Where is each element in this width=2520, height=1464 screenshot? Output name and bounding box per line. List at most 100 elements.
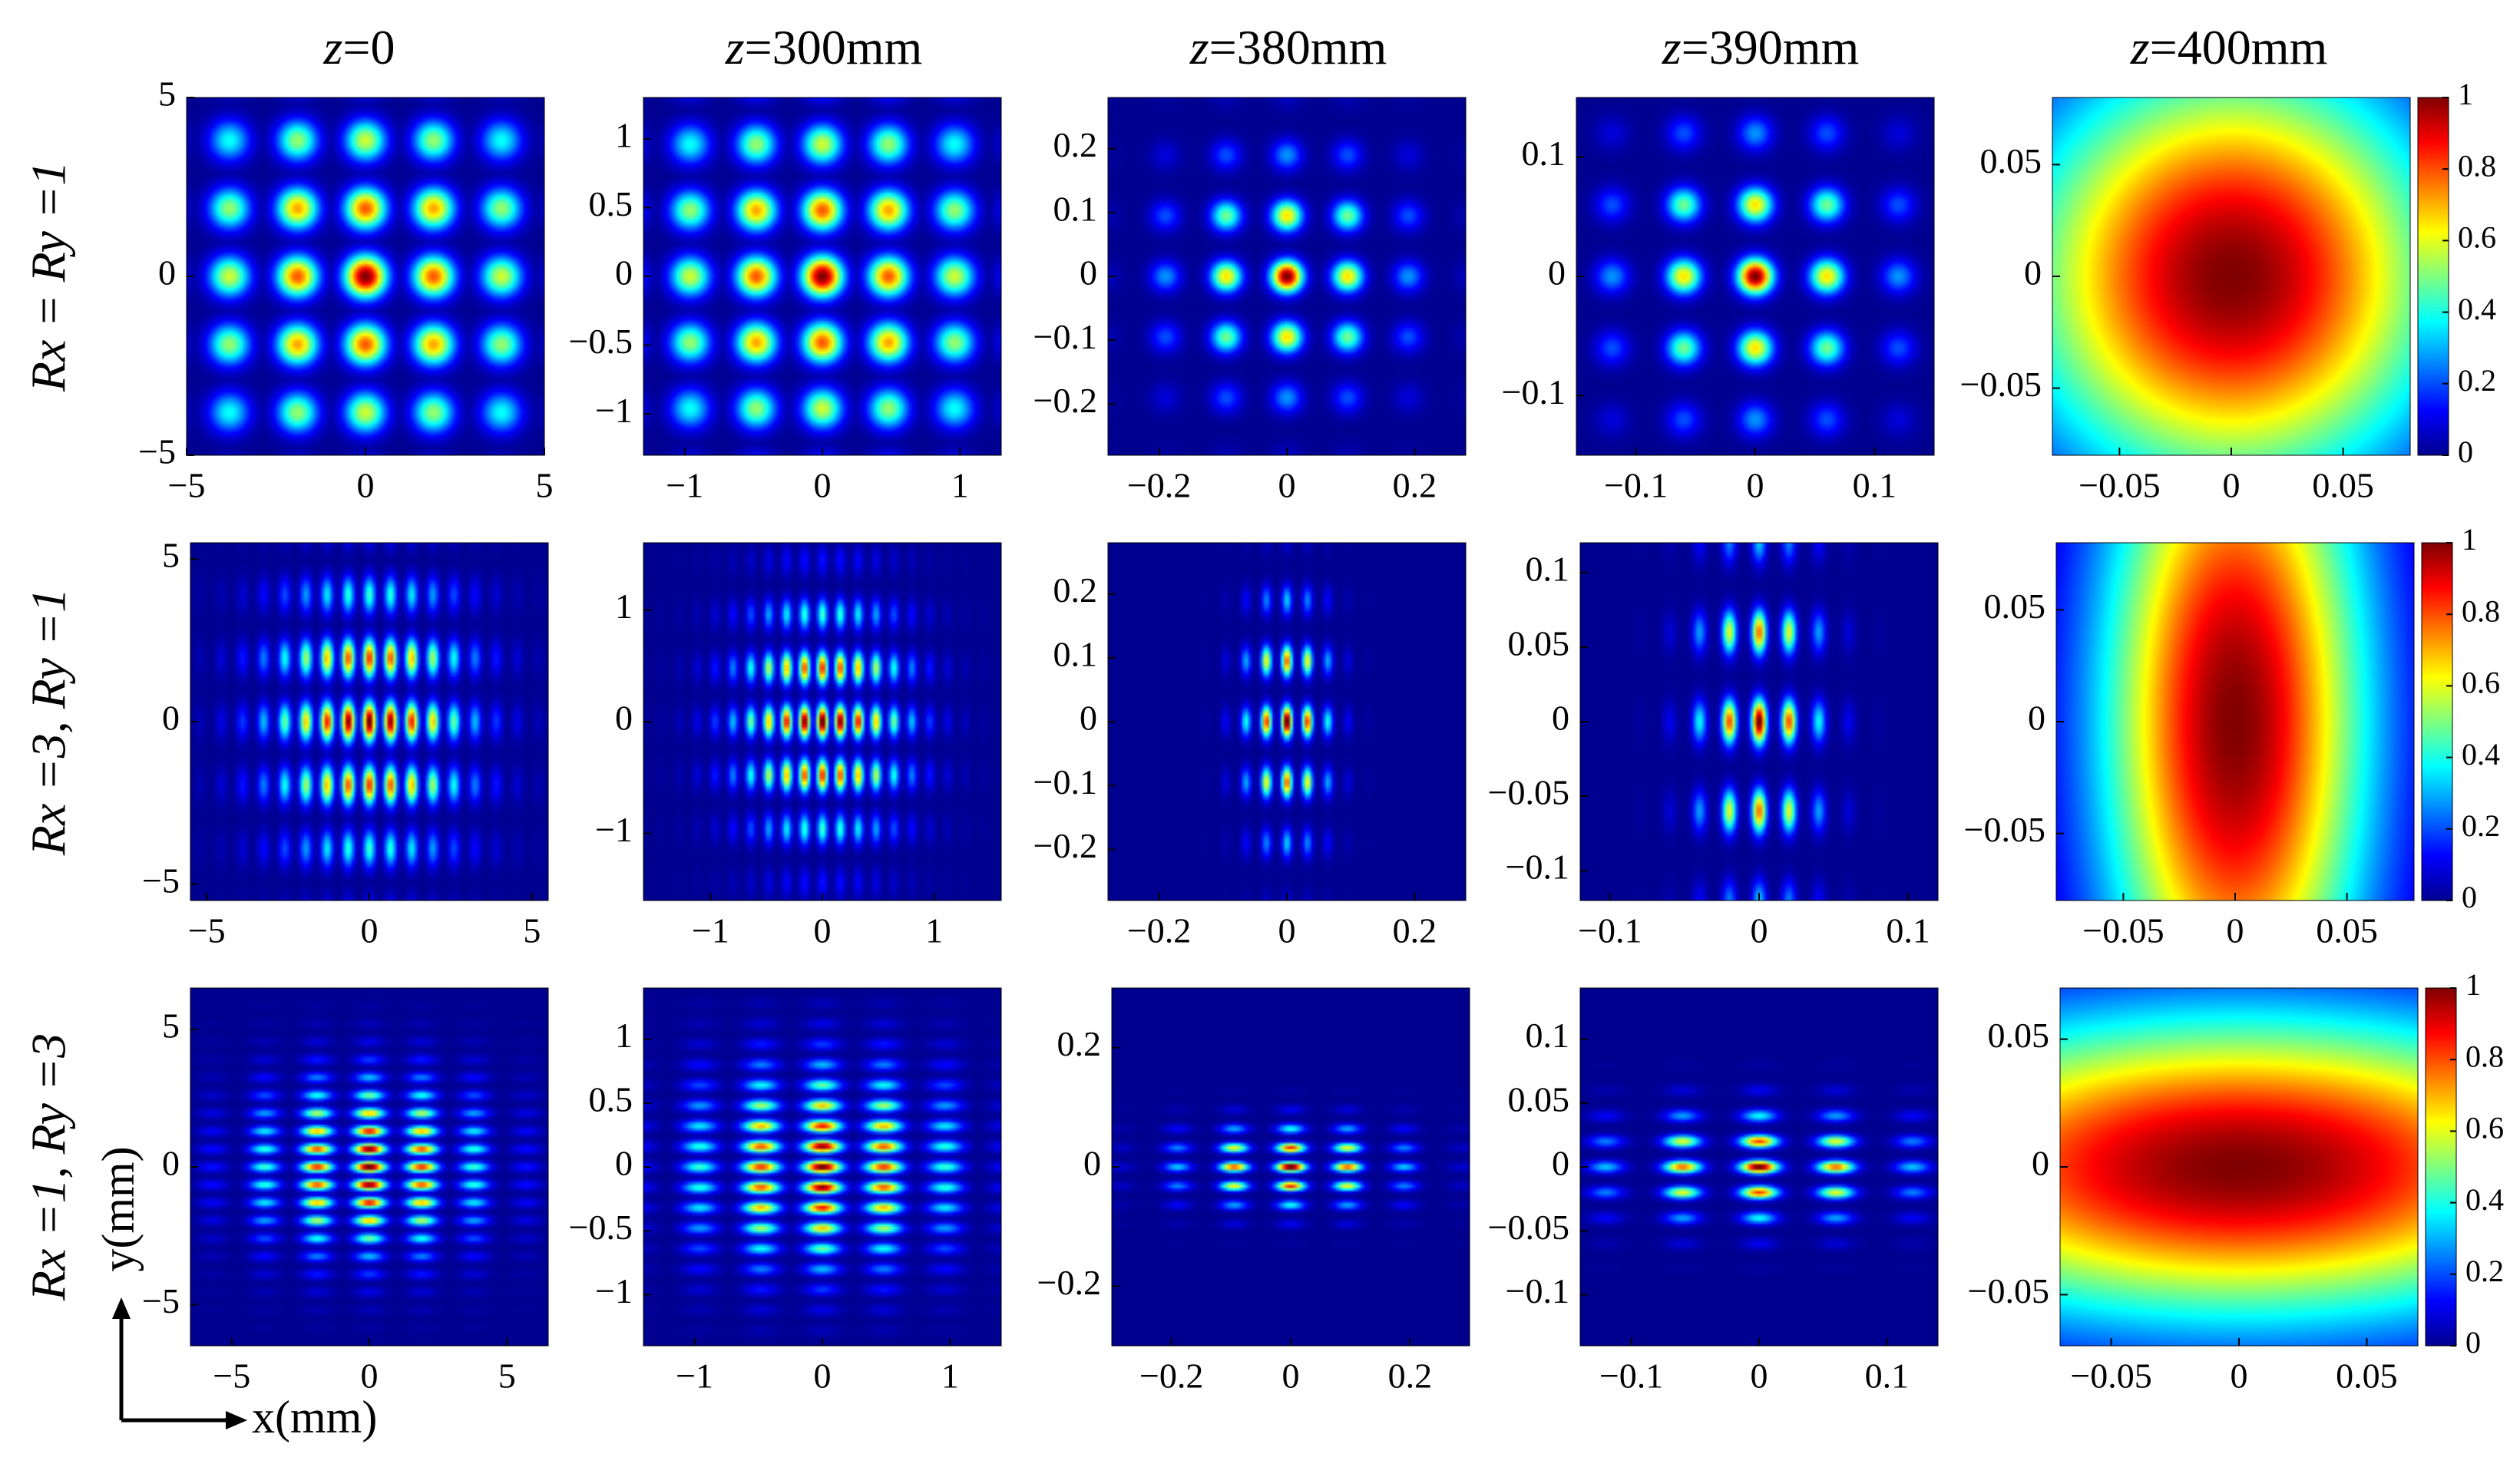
y-tick-label: 0 <box>615 699 633 738</box>
heatmap-image <box>2052 97 2410 455</box>
x-tick-label: 1 <box>925 911 943 950</box>
colorbar-tick-label: 0 <box>2462 880 2477 914</box>
y-axis-label: y(mm) <box>93 1146 144 1271</box>
y-tick-label: 0.05 <box>1984 587 2046 626</box>
x-tick-label: 0 <box>2223 466 2241 505</box>
y-tick-label: 0.05 <box>1980 141 2042 180</box>
y-tick-label: 0.1 <box>1053 189 1098 228</box>
column-title-3: z=380mm <box>1189 20 1387 74</box>
colorbar-tick-label: 1 <box>2465 967 2481 1002</box>
row-title-1: Rx = Ry =1 <box>21 161 76 392</box>
y-tick-label: 1 <box>615 1016 633 1055</box>
x-tick-label: −0.1 <box>1604 466 1668 505</box>
colorbar-tick-label: 0.2 <box>2465 1254 2504 1288</box>
panel-r3-c3: −0.2 0 0.2 0.2 0 −0.2 <box>1037 987 1470 1396</box>
x-tick-label: 0.1 <box>1886 911 1930 950</box>
panel-r3-c1: −5 0 5 5 0 −5 <box>142 987 549 1396</box>
column-title-var: z <box>1189 20 1209 74</box>
y-tick-label: −0.1 <box>1506 848 1569 887</box>
y-tick-label: −0.2 <box>1033 826 1097 865</box>
heatmap-image <box>190 543 548 901</box>
heatmap-image <box>2060 988 2418 1346</box>
heatmap-image <box>187 97 544 455</box>
heatmap-image <box>1580 988 1938 1346</box>
y-tick-label: 0.1 <box>1526 1016 1570 1055</box>
axis-indicator <box>112 1297 247 1429</box>
colorbar-tick-label: 0.6 <box>2462 666 2500 700</box>
y-tick-label: 0 <box>1548 253 1566 292</box>
y-tick-label: 0 <box>162 699 180 738</box>
row-title-2: Rx =3, Ry =1 <box>21 588 76 856</box>
colorbar-tick-label: 0 <box>2458 435 2473 469</box>
heatmap-image <box>1112 988 1470 1346</box>
panel-r2-c3: −0.2 0 0.2 0.2 0.1 0 −0.1 −0.2 <box>1033 542 1467 950</box>
panel-r1-c4: −0.1 0 0.1 0.1 0 −0.1 <box>1502 97 1935 505</box>
y-tick-label: −1 <box>595 1271 633 1310</box>
x-tick-label: 0 <box>814 466 832 505</box>
colorbar-tick-label: 0.4 <box>2462 737 2500 772</box>
y-tick-label: 0 <box>162 1144 180 1183</box>
y-tick-label: 0 <box>2024 253 2042 292</box>
y-tick-label: 0 <box>1552 699 1569 738</box>
x-tick-label: 0.1 <box>1865 1357 1910 1396</box>
column-title-value: =0 <box>342 20 395 74</box>
panel-r2-c1: −5 0 5 5 0 −5 <box>142 536 549 950</box>
colorbar-tick-label: 0.8 <box>2465 1039 2504 1073</box>
panel-r2-c5: −0.05 0 0.05 0.05 0 −0.05 0 0.2 0.4 0.6 0.8 1 <box>1964 522 2500 950</box>
y-tick-label: 0 <box>2028 699 2045 738</box>
colorbar <box>2421 542 2453 901</box>
colorbar <box>2425 987 2457 1347</box>
y-tick-label: −0.1 <box>1033 317 1097 356</box>
x-tick-label: −1 <box>666 466 703 505</box>
y-tick-label: −0.05 <box>1488 773 1569 812</box>
x-tick-label: 1 <box>941 1357 959 1396</box>
x-tick-label: −0.2 <box>1127 911 1191 950</box>
heatmap-image <box>643 988 1001 1346</box>
panel-r1-c3: −0.2 0 0.2 0.2 0.1 0 −0.1 −0.2 <box>1033 97 1467 505</box>
x-tick-label: −0.05 <box>2079 466 2160 505</box>
colorbar-tick-label: 0.8 <box>2458 148 2496 183</box>
y-tick-label: 0 <box>1083 1144 1101 1183</box>
y-tick-label: −0.1 <box>1502 372 1566 411</box>
y-tick-label: 0.5 <box>589 1079 633 1119</box>
column-title-4: z=390mm <box>1662 20 1860 74</box>
x-tick-label: −5 <box>188 911 226 950</box>
y-tick-label: 0 <box>2032 1144 2049 1183</box>
y-tick-label: 0.1 <box>1053 634 1098 673</box>
y-tick-label: 5 <box>162 1006 180 1045</box>
y-tick-label: −0.1 <box>1506 1271 1569 1310</box>
y-tick-label: 5 <box>158 74 176 114</box>
y-tick-label: 0.2 <box>1053 570 1098 610</box>
column-title-value: =380mm <box>1209 20 1387 74</box>
colorbar-tick-label: 1 <box>2462 522 2477 557</box>
x-axis-label: x(mm) <box>252 1392 377 1443</box>
column-title-5: z=400mm <box>2130 20 2328 74</box>
x-tick-label: −0.05 <box>2070 1357 2151 1396</box>
x-tick-label: −5 <box>168 466 206 505</box>
x-tick-label: 0 <box>2227 911 2244 950</box>
y-tick-label: −0.05 <box>1488 1208 1569 1247</box>
column-title-2: z=300mm <box>725 20 923 74</box>
panel-r1-c2: −1 0 1 1 0.5 0 −0.5 −1 <box>569 97 1002 505</box>
y-tick-label: 0 <box>1080 253 1097 292</box>
y-tick-label: 0 <box>1552 1144 1569 1183</box>
column-title-var: z <box>323 20 343 74</box>
heatmap-image <box>2056 543 2414 901</box>
y-tick-label: 0.05 <box>1988 1016 2050 1055</box>
heatmap-image <box>1108 543 1466 901</box>
y-tick-label: 0 <box>615 1144 633 1183</box>
panel-r1-c1: −5 0 5 5 0 −5 <box>138 74 553 505</box>
x-tick-label: 0.05 <box>2336 1357 2398 1396</box>
x-tick-label: 0 <box>361 911 379 950</box>
heatmap-image <box>1576 97 1934 455</box>
y-tick-label: 0.05 <box>1508 1079 1570 1119</box>
y-tick-label: −0.1 <box>1033 762 1097 801</box>
y-tick-label: −0.2 <box>1037 1263 1101 1302</box>
x-tick-label: 0 <box>357 466 375 505</box>
y-tick-label: 0 <box>158 253 176 292</box>
heatmap-image <box>643 97 1001 455</box>
x-tick-label: 1 <box>951 466 969 505</box>
x-tick-label: 0 <box>814 1357 832 1396</box>
panel-r3-c2: −1 0 1 1 0.5 0 −0.5 −1 <box>569 987 1002 1396</box>
